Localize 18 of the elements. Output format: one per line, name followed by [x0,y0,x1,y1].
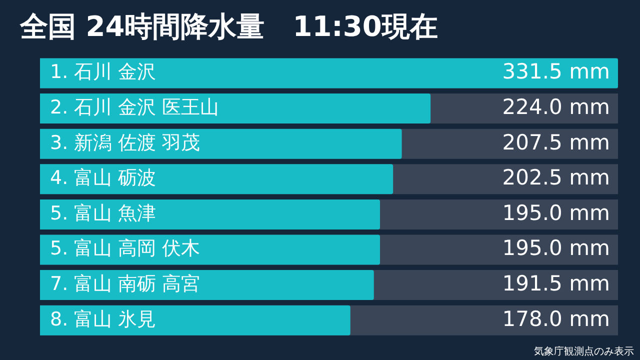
data-label: 195.0 mm [502,236,610,260]
data-label: 195.0 mm [502,200,610,225]
y-tick-label: 1. 石川 金沢 [50,61,156,84]
chart-title: 全国 24時間降水量 11:30現在 [19,10,438,44]
y-tick-label: 5. 富山 魚津 [50,202,156,224]
y-tick-label: 8. 富山 氷見 [50,308,156,330]
data-label: 224.0 mm [502,95,610,120]
y-tick-label: 7. 富山 南砺 高宮 [50,272,200,295]
y-tick-label: 3. 新潟 佐渡 羽茂 [50,132,200,154]
text: 気象庁観測点のみ表示 [534,346,634,358]
data-label: 178.0 mm [502,306,610,331]
data-label: 202.5 mm [502,166,610,190]
data-label: 207.5 mm [502,130,610,154]
y-tick-label: 5. 富山 高岡 伏木 [50,238,200,260]
y-tick-label: 4. 富山 砺波 [50,167,156,190]
data-label: 331.5 mm [502,60,610,84]
data-label: 191.5 mm [502,272,610,296]
y-tick-label: 2. 石川 金沢 医王山 [50,96,220,118]
